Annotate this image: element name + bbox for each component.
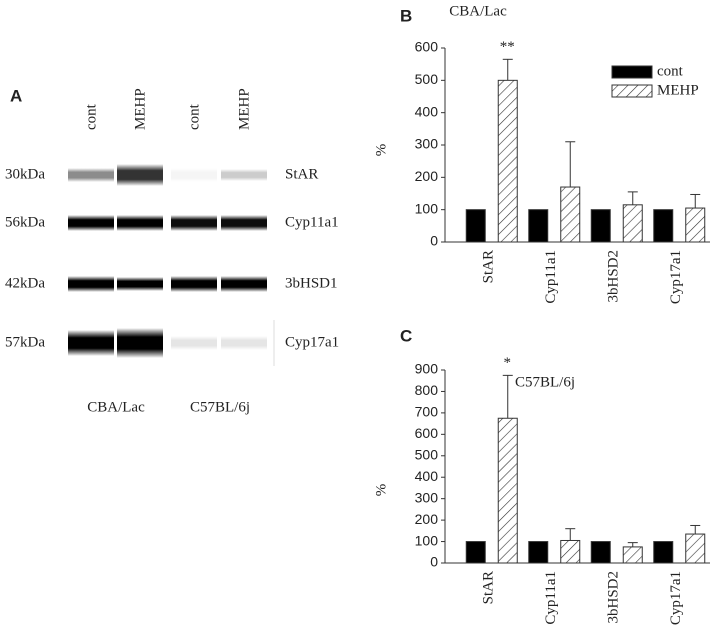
legend-label: cont — [657, 63, 684, 79]
bar — [590, 541, 611, 564]
bar — [560, 539, 581, 564]
bar — [465, 209, 486, 243]
x-tick-label: 3bHSD2 — [606, 571, 622, 624]
band — [117, 328, 163, 358]
error-bar — [502, 58, 513, 81]
y-tick-label: 300 — [415, 489, 439, 505]
panel-label: C — [400, 326, 412, 345]
band — [68, 168, 114, 182]
y-tick-label: 200 — [415, 168, 439, 184]
legend-swatch — [611, 65, 653, 79]
bar — [622, 204, 643, 243]
panel-label: B — [400, 6, 412, 25]
x-tick-label: Cyp11a1 — [543, 250, 559, 304]
strain-label: C57BL/6j — [190, 399, 250, 415]
protein-label: Cyp17a1 — [285, 334, 339, 350]
bar — [528, 209, 549, 243]
y-tick-label: 500 — [415, 446, 439, 462]
y-tick-label: 0 — [430, 233, 438, 249]
y-axis-label: % — [373, 484, 389, 497]
size-label: 56kDa — [5, 214, 45, 230]
y-tick-label: 100 — [415, 532, 439, 548]
y-tick-label: 300 — [415, 136, 439, 152]
error-bar — [565, 141, 576, 188]
bar — [653, 209, 674, 243]
error-bar — [627, 191, 638, 205]
error-bar — [627, 542, 638, 547]
significance: * — [504, 355, 512, 371]
band — [68, 276, 114, 292]
band — [68, 215, 114, 231]
x-tick-label: StAR — [481, 250, 497, 283]
band — [171, 168, 217, 182]
band — [117, 215, 163, 231]
size-label: 57kDa — [5, 334, 45, 350]
chart-title: CBA/Lac — [449, 3, 507, 19]
band — [68, 330, 114, 356]
band — [171, 276, 217, 292]
y-tick-label: 700 — [415, 404, 439, 420]
error-bar — [502, 374, 513, 419]
error-bar — [690, 193, 701, 209]
lane-label: MEHP — [236, 88, 252, 130]
error-bar — [690, 524, 701, 535]
bar — [653, 541, 674, 564]
bar — [622, 546, 643, 564]
y-tick-label: 100 — [415, 200, 439, 216]
y-tick-label: 600 — [415, 39, 439, 55]
band — [221, 169, 267, 181]
lane-label: cont — [186, 103, 202, 130]
bar — [685, 533, 706, 564]
y-tick-label: 500 — [415, 71, 439, 87]
x-tick-label: 3bHSD2 — [606, 250, 622, 303]
bar — [685, 207, 706, 243]
band — [171, 215, 217, 231]
protein-label: 3bHSD1 — [285, 275, 338, 291]
x-tick-label: StAR — [481, 571, 497, 604]
bar — [560, 186, 581, 243]
y-tick-label: 200 — [415, 511, 439, 527]
y-tick-label: 400 — [415, 468, 439, 484]
significance: ** — [500, 39, 515, 55]
y-axis-label: % — [373, 144, 389, 157]
x-tick-label: Cyp17a1 — [668, 250, 684, 304]
size-label: 42kDa — [5, 275, 45, 291]
panel-label: A — [10, 86, 22, 105]
chart-title: C57BL/6j — [515, 374, 575, 390]
charts: B CBA/Lac% 0 100 200 300 400 500 600 StAR ** Cyp11a… — [373, 3, 710, 625]
y-tick-label: 900 — [415, 361, 439, 377]
band — [117, 277, 163, 291]
protein-label: Cyp11a1 — [285, 214, 339, 230]
bar — [465, 541, 486, 564]
legend-swatch — [611, 84, 653, 98]
error-bar — [565, 528, 576, 541]
band — [171, 336, 217, 350]
y-tick-label: 600 — [415, 425, 439, 441]
lane-label: MEHP — [132, 88, 148, 130]
x-tick-label: Cyp11a1 — [543, 571, 559, 625]
strain-label: CBA/Lac — [87, 399, 145, 415]
bar — [528, 541, 549, 564]
size-label: 30kDa — [5, 166, 45, 182]
y-tick-label: 0 — [430, 554, 438, 570]
western-blot: cont MEHP cont MEHP 30kDa StAR 56kDa Cyp11a1 42k… — [5, 88, 339, 415]
y-tick-label: 400 — [415, 103, 439, 119]
legend-label: MEHP — [657, 82, 699, 98]
band — [221, 215, 267, 231]
bar — [497, 417, 518, 564]
y-tick-label: 800 — [415, 382, 439, 398]
band — [221, 336, 267, 350]
x-tick-label: Cyp17a1 — [668, 571, 684, 625]
protein-label: StAR — [285, 166, 318, 182]
bar — [590, 209, 611, 243]
lane-label: cont — [83, 103, 99, 130]
band — [221, 276, 267, 292]
band — [117, 164, 163, 186]
bar — [497, 79, 518, 243]
